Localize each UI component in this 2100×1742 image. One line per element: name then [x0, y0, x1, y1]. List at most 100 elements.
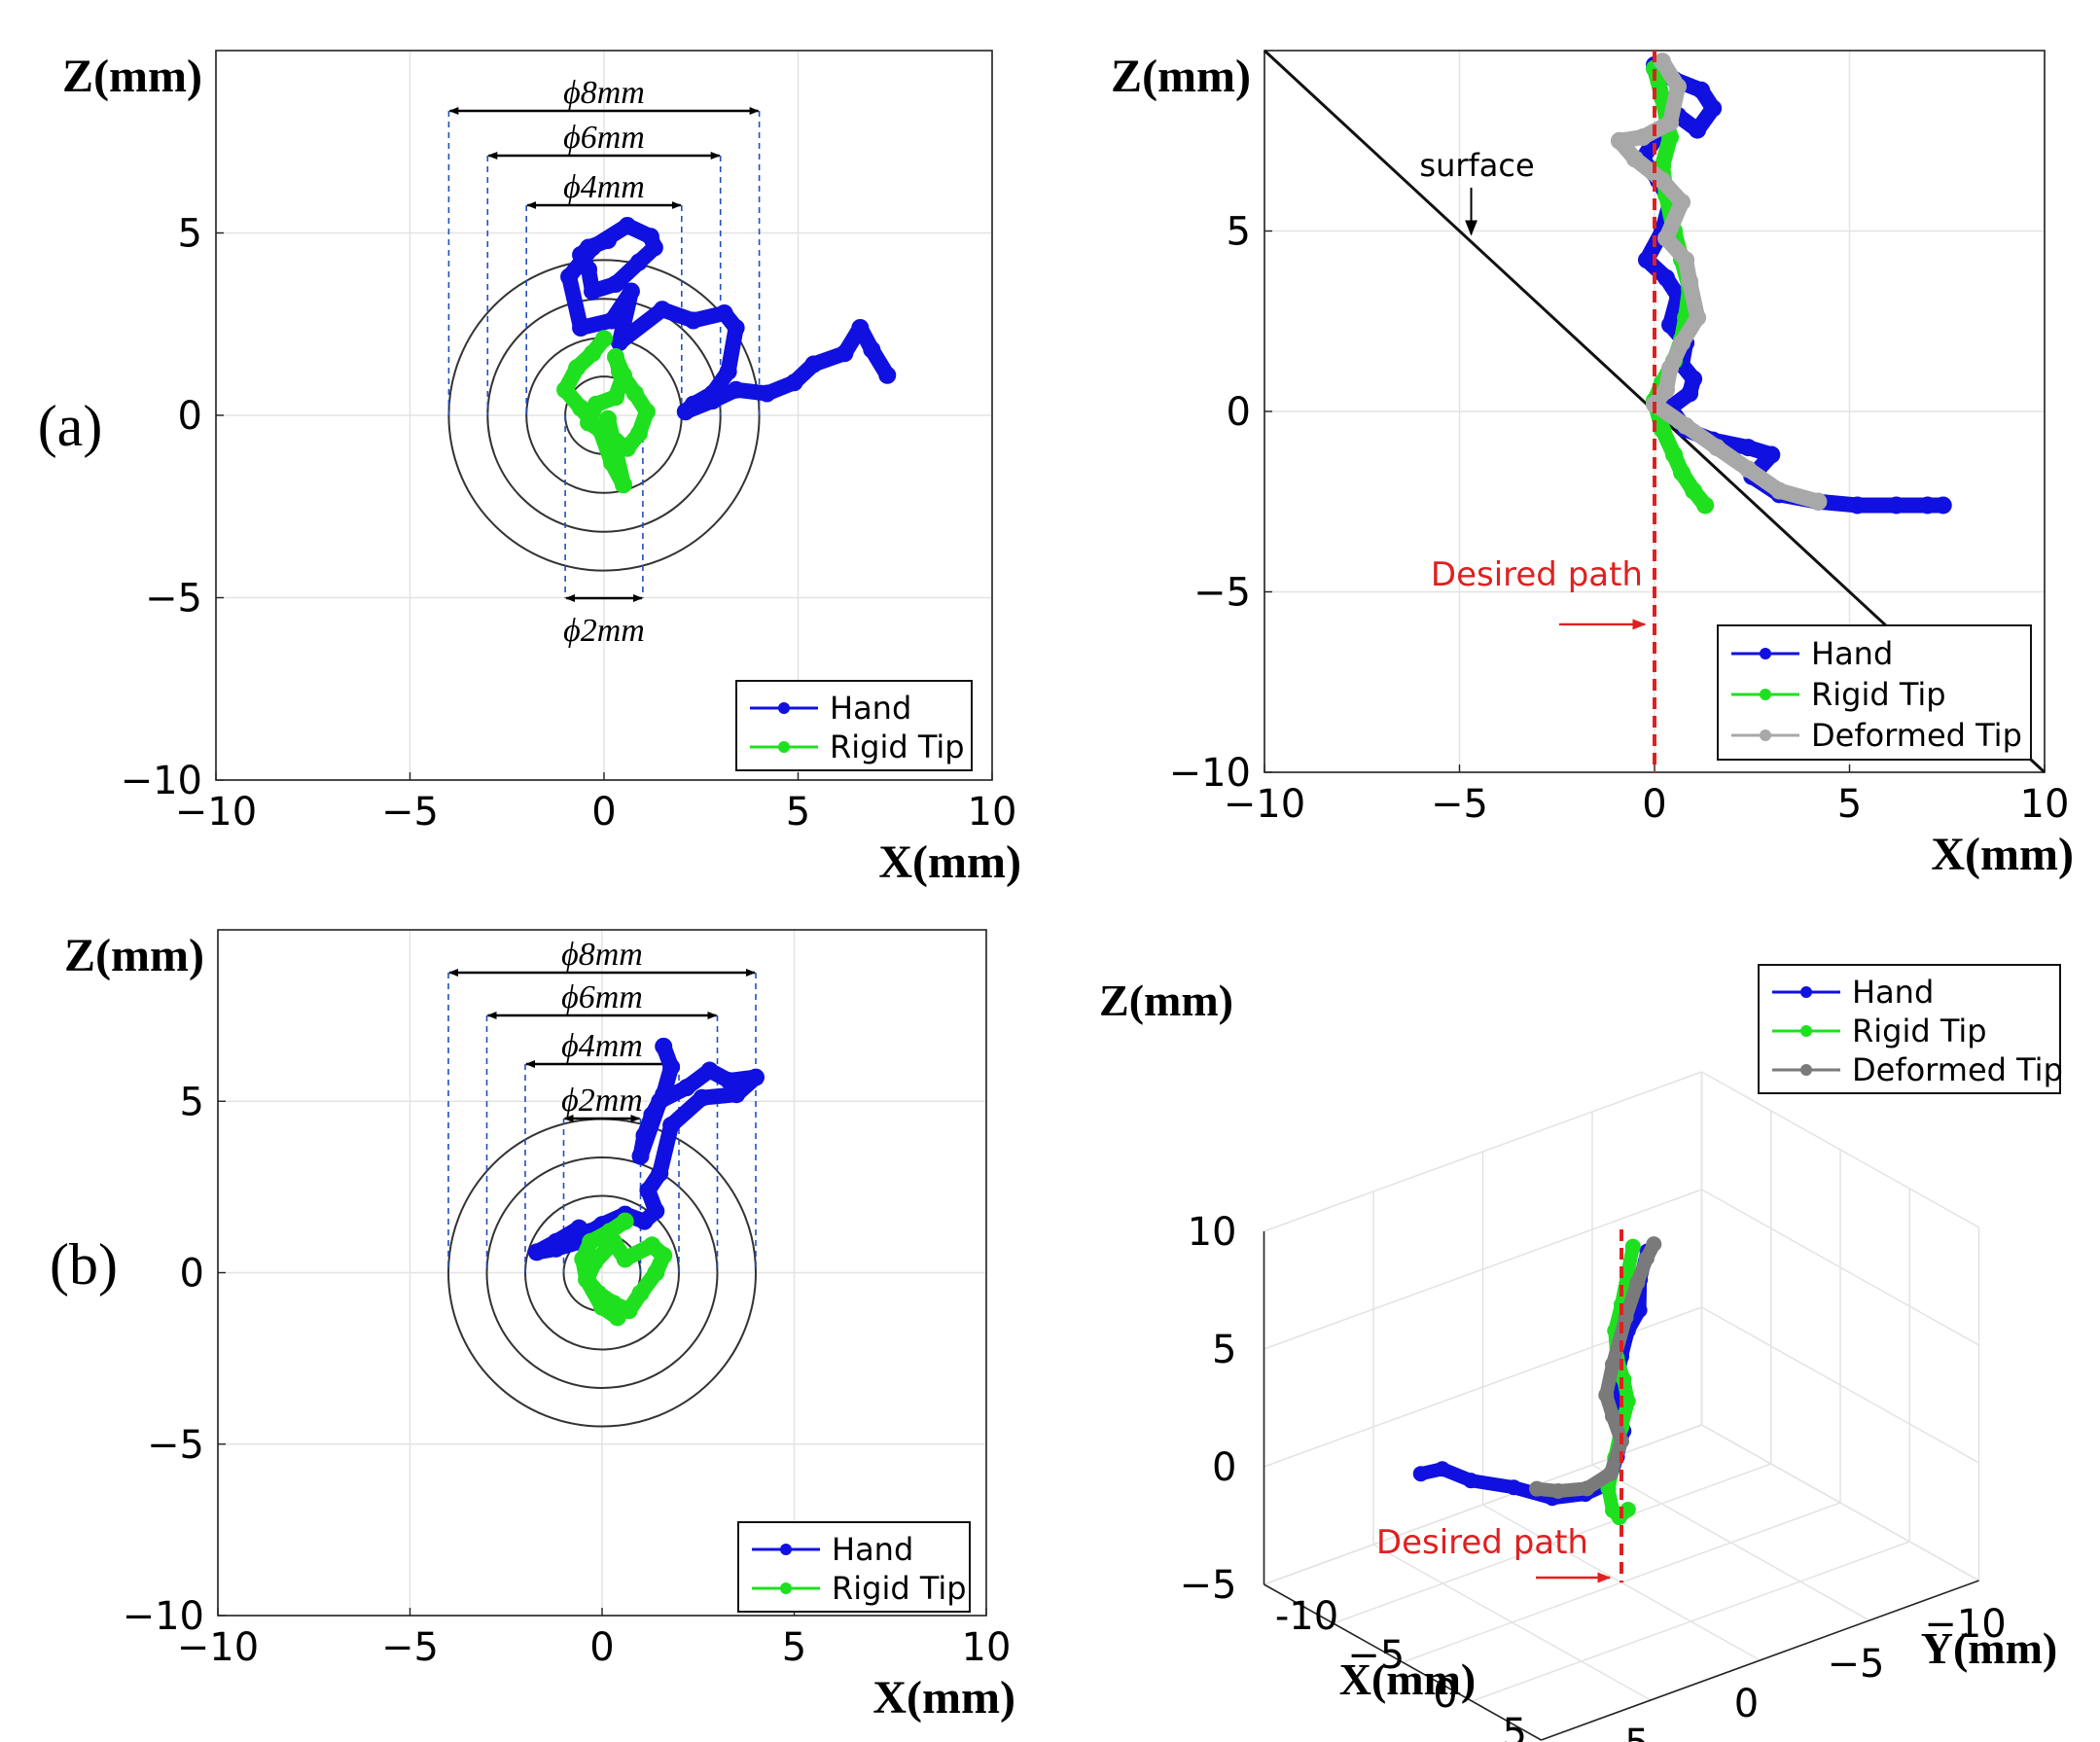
surface-annotation: surface	[1419, 147, 1534, 184]
diameter-label-8mm: ϕ8mm	[561, 937, 643, 973]
data-point	[677, 1079, 695, 1097]
floor-grid-y	[1471, 1541, 1910, 1702]
data-point	[606, 388, 624, 407]
series-deformed-tip	[1610, 53, 1828, 511]
data-point	[1616, 1371, 1632, 1388]
y-tick-label: -10	[1275, 1594, 1338, 1639]
data-point	[618, 217, 636, 234]
data-point	[728, 1085, 746, 1104]
data-point	[625, 384, 644, 403]
legend-entry-label: Deformed Tip	[1811, 717, 2022, 754]
series-hand	[560, 217, 897, 421]
diameter-label-6mm: ϕ6mm	[563, 120, 645, 156]
data-point	[684, 311, 702, 330]
legend-entry-label: Hand	[832, 1531, 913, 1568]
data-point	[616, 1250, 634, 1268]
data-point	[1770, 481, 1789, 500]
legend-swatch-marker	[1800, 1025, 1812, 1037]
legend-swatch-marker	[780, 1582, 792, 1594]
data-point	[602, 453, 621, 472]
target-circles: ϕ8mm ϕ6mm ϕ4mm ϕ2mm	[447, 937, 757, 1428]
data-point	[647, 1263, 665, 1282]
series-rigid-tip	[556, 330, 656, 494]
x-tick-label: −5	[1828, 1642, 1885, 1687]
data-point	[662, 1116, 681, 1134]
data-point	[1657, 229, 1676, 247]
data-point	[1677, 416, 1695, 435]
data-point	[618, 439, 636, 457]
legend-entry-label: Hand	[1811, 635, 1893, 672]
data-point	[1629, 1274, 1646, 1291]
data-point	[647, 1202, 665, 1221]
desired-path-annotation: Desired path	[1431, 555, 1643, 594]
data-point	[851, 319, 870, 337]
panel-label: (b)	[50, 1232, 118, 1297]
data-point	[1625, 150, 1644, 168]
data-point	[655, 1246, 673, 1264]
data-point	[878, 366, 897, 384]
data-point	[587, 395, 606, 413]
legend-entry-label: Hand	[1852, 974, 1934, 1011]
data-point	[1654, 53, 1672, 71]
y-axis-title: Z(mm)	[1111, 51, 1251, 102]
data-point	[635, 1126, 654, 1145]
data-point	[662, 1058, 681, 1076]
legend-entry-label: Rigid Tip	[1811, 676, 1946, 713]
panel-label: (a)	[38, 394, 103, 458]
data-point	[606, 275, 624, 293]
data-point	[727, 380, 745, 399]
data-point	[1681, 384, 1699, 403]
x-axis-title: X(mm)	[1339, 1654, 1477, 1704]
legend: Hand Rigid Tip Deformed Tip	[1717, 624, 2032, 761]
data-point	[1661, 315, 1680, 334]
data-point	[727, 319, 745, 337]
b_right-panel: −10−50510-10−50510−50510Z(mm)X(mm)Y(mm)D…	[1099, 964, 2063, 1742]
diameter-label-2mm: ϕ2mm	[561, 1083, 643, 1119]
data-point	[641, 228, 659, 246]
z-tick-label: −5	[1180, 1563, 1237, 1608]
data-point	[1689, 308, 1707, 327]
y-tick-label: −5	[147, 1423, 204, 1468]
diameter-label-4mm: ϕ4mm	[561, 1028, 643, 1064]
y-axis-edge	[1264, 1583, 1542, 1741]
data-point	[631, 1284, 650, 1302]
data-point	[637, 403, 656, 421]
data-point	[527, 1243, 546, 1262]
data-point	[804, 355, 823, 373]
legend-swatch-marker	[1800, 1064, 1812, 1076]
y-tick-label: 5	[178, 212, 202, 257]
y-tick-label: 0	[178, 394, 202, 439]
data-point	[1654, 420, 1672, 439]
z-tick-label: 10	[1188, 1210, 1237, 1255]
data-point	[1434, 1461, 1450, 1477]
data-point	[1673, 334, 1691, 352]
data-point	[1619, 1501, 1636, 1517]
legend-swatch-marker	[1760, 648, 1771, 659]
diameter-label-2mm: ϕ2mm	[563, 613, 645, 649]
data-point	[1633, 128, 1652, 147]
data-point	[1605, 1356, 1620, 1372]
data-point	[560, 267, 579, 286]
data-point	[836, 344, 854, 363]
y-axis-title: Z(mm)	[64, 930, 204, 981]
legend-swatch-marker	[1760, 689, 1771, 700]
data-point	[747, 1068, 765, 1086]
data-point	[1602, 1465, 1619, 1481]
x-tick-label: 0	[589, 1625, 614, 1670]
data-point	[1550, 1482, 1567, 1499]
x-tick-label: −5	[1431, 782, 1488, 827]
data-point	[584, 282, 602, 301]
data-point	[568, 359, 587, 377]
data-point	[1579, 1480, 1595, 1497]
data-point	[1529, 1480, 1545, 1497]
data-point	[593, 1298, 611, 1316]
data-point	[616, 1212, 634, 1230]
data-point	[584, 344, 602, 363]
data-point	[1661, 114, 1680, 132]
y-tick-label: −5	[145, 577, 202, 622]
data-point	[586, 1253, 604, 1271]
data-point	[622, 282, 640, 301]
data-point	[1506, 1479, 1522, 1496]
diameter-label-4mm: ϕ4mm	[563, 169, 645, 205]
